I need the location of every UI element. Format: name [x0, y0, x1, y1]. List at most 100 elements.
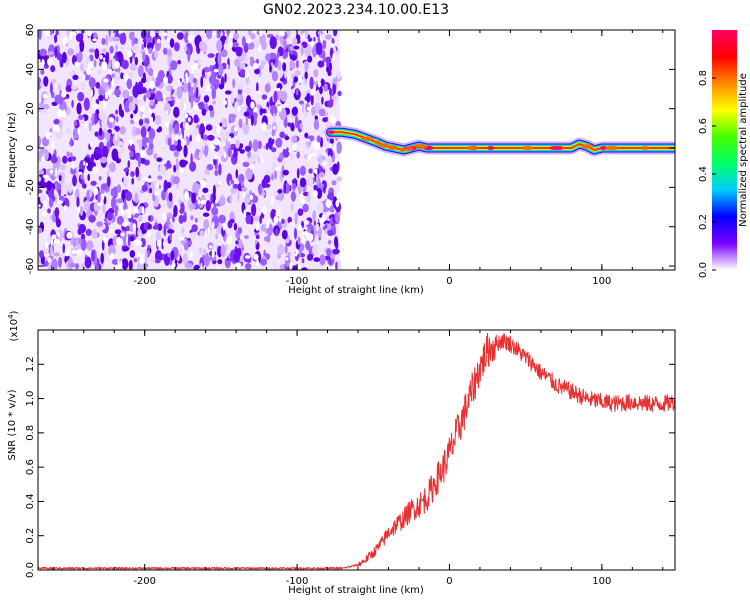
noise-speckle: [178, 214, 184, 224]
noise-speckle: [236, 93, 241, 100]
noise-gap: [258, 45, 262, 53]
noise-speckle: [249, 190, 252, 196]
noise-gap: [178, 79, 181, 86]
noise-speckle: [123, 168, 130, 172]
noise-gap: [162, 32, 168, 37]
noise-speckle: [301, 101, 305, 114]
signal-peak: [521, 145, 533, 151]
noise-speckle: [233, 147, 238, 159]
noise-gap: [107, 89, 113, 95]
noise-speckle: [290, 191, 296, 202]
noise-gap: [115, 264, 121, 270]
noise-speckle: [56, 94, 64, 105]
noise-speckle: [102, 201, 106, 214]
spectrogram-noise: [38, 30, 343, 270]
noise-speckle: [145, 90, 151, 99]
noise-speckle: [144, 118, 150, 125]
noise-speckle: [166, 74, 173, 84]
noise-speckle: [277, 189, 283, 194]
noise-gap: [71, 249, 77, 255]
noise-gap: [57, 200, 64, 205]
noise-gap: [47, 58, 53, 66]
signal-peak: [399, 147, 406, 152]
noise-speckle: [334, 213, 340, 223]
noise-speckle: [264, 83, 271, 93]
noise-speckle: [140, 126, 147, 138]
noise-speckle: [301, 258, 305, 264]
noise-speckle: [312, 45, 317, 58]
noise-speckle: [282, 158, 285, 168]
noise-gap: [162, 241, 166, 247]
noise-speckle: [51, 258, 58, 270]
noise-speckle: [67, 48, 74, 56]
noise-speckle: [138, 118, 144, 126]
noise-speckle: [331, 95, 338, 101]
noise-speckle: [319, 86, 323, 95]
noise-speckle: [307, 37, 313, 43]
noise-speckle: [284, 135, 290, 141]
noise-speckle: [142, 72, 146, 82]
spectrogram-signal: [324, 125, 675, 157]
noise-gap: [249, 194, 254, 201]
noise-gap: [189, 251, 193, 258]
noise-speckle: [129, 222, 135, 233]
noise-gap: [335, 158, 338, 163]
noise-speckle: [313, 220, 316, 227]
noise-gap: [185, 75, 189, 83]
noise-gap: [94, 187, 99, 195]
noise-gap: [41, 155, 45, 162]
noise-speckle: [137, 65, 144, 78]
noise-gap: [197, 199, 201, 205]
noise-gap: [43, 200, 47, 208]
noise-speckle: [220, 35, 227, 41]
noise-speckle: [315, 41, 323, 55]
noise-speckle: [200, 76, 204, 88]
noise-gap: [216, 124, 221, 131]
noise-speckle: [180, 248, 183, 254]
noise-speckle: [77, 91, 85, 102]
noise-speckle: [277, 244, 285, 256]
noise-speckle: [174, 123, 180, 134]
noise-gap: [335, 199, 340, 208]
noise-speckle: [259, 215, 263, 225]
noise-speckle: [131, 35, 135, 47]
noise-speckle: [319, 254, 326, 266]
noise-speckle: [170, 250, 175, 261]
noise-speckle: [231, 42, 239, 48]
noise-gap: [128, 139, 134, 144]
noise-gap: [121, 209, 126, 215]
noise-speckle: [231, 90, 234, 103]
noise-gap: [234, 126, 238, 132]
noise-speckle: [313, 257, 321, 262]
noise-speckle: [90, 180, 97, 186]
colorbar-tick-label: 0.8: [698, 70, 709, 86]
noise-gap: [250, 101, 255, 109]
noise-speckle: [336, 176, 343, 182]
noise-gap: [78, 171, 83, 175]
snr-ytick-label: 0.0: [25, 562, 36, 578]
snr-ytick-label: 0.2: [25, 528, 36, 544]
noise-speckle: [294, 212, 298, 225]
noise-speckle: [134, 97, 138, 103]
noise-speckle: [269, 104, 278, 116]
noise-gap: [317, 80, 321, 88]
noise-speckle: [322, 117, 328, 123]
noise-speckle: [82, 183, 87, 189]
noise-gap: [114, 60, 120, 69]
noise-gap: [223, 100, 228, 105]
noise-speckle: [114, 71, 120, 83]
noise-speckle: [289, 54, 297, 61]
signal-peak: [581, 144, 594, 149]
noise-speckle: [212, 184, 216, 197]
noise-gap: [62, 109, 66, 119]
noise-speckle: [128, 101, 136, 112]
noise-speckle: [78, 114, 84, 121]
noise-speckle: [323, 185, 326, 194]
noise-speckle: [155, 230, 161, 242]
noise-gap: [322, 161, 327, 167]
noise-gap: [196, 134, 201, 142]
noise-gap: [101, 61, 108, 70]
noise-speckle: [43, 76, 49, 87]
noise-gap: [139, 253, 144, 261]
noise-speckle: [112, 235, 118, 247]
